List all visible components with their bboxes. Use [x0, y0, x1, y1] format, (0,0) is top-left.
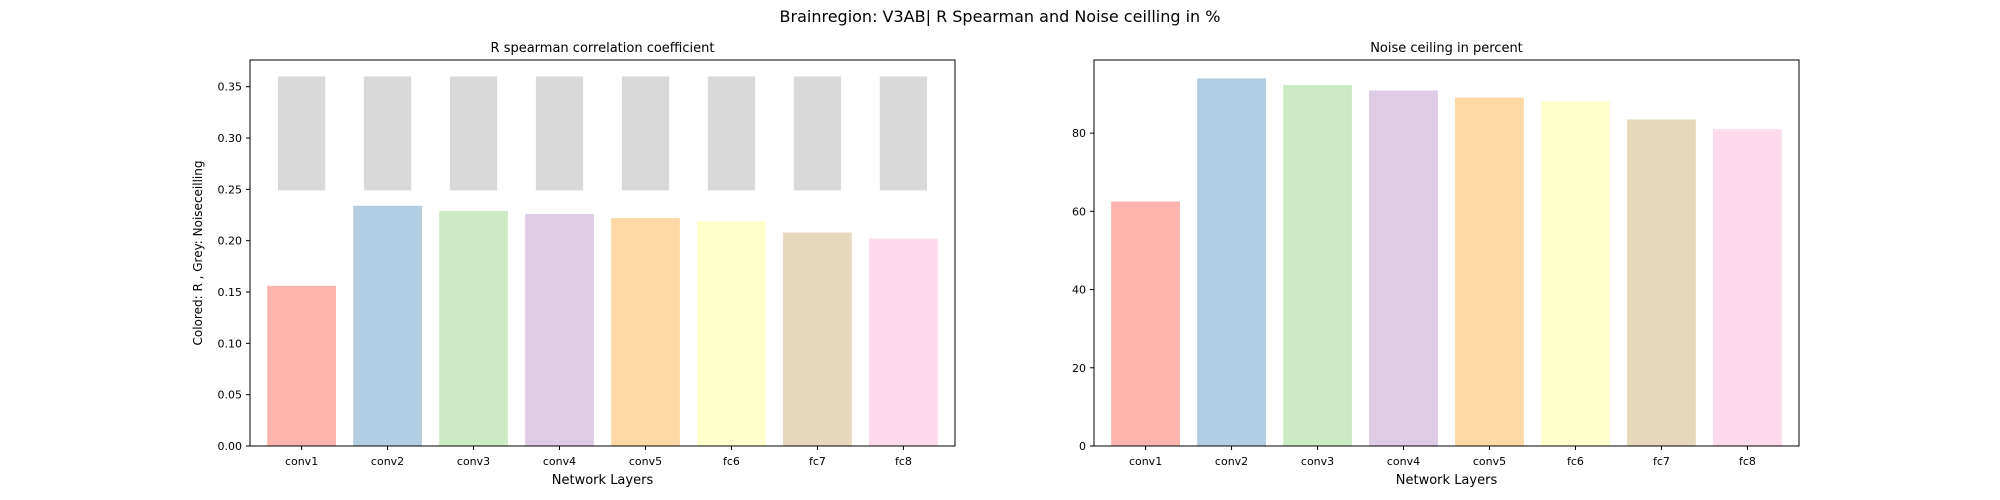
chart1-ytick-label: 0.20 — [218, 235, 243, 248]
chart2-bar-conv4 — [1369, 90, 1438, 446]
chart2-bar-conv1 — [1111, 201, 1180, 446]
chart2-bar-fc7 — [1627, 119, 1696, 447]
chart2-xlabel: Network Layers — [1396, 473, 1498, 488]
chart1-xtick-label: fc7 — [809, 455, 826, 468]
chart2-title: Noise ceiling in percent — [1370, 41, 1523, 56]
chart1-ytick-label: 0.15 — [218, 286, 243, 299]
chart2-bar-conv3 — [1283, 85, 1352, 446]
chart2-ytick-label: 60 — [1072, 205, 1086, 218]
chart1-bar-fc7 — [783, 232, 852, 446]
figure-title: Brainregion: V3AB| R Spearman and Noise … — [779, 7, 1221, 26]
chart1-ytick-label: 0.35 — [218, 81, 243, 94]
chart1-noise-ceiling-conv3 — [449, 76, 498, 191]
chart2-bar-conv5 — [1455, 97, 1524, 447]
chart1-noise-ceiling-conv5 — [621, 76, 670, 191]
chart1-ytick-label: 0.05 — [218, 389, 243, 402]
chart2-xtick-label: conv5 — [1473, 455, 1506, 468]
chart2-ytick-label: 20 — [1072, 362, 1086, 375]
chart1-bar-conv4 — [525, 213, 594, 446]
chart2-xtick-label: conv2 — [1215, 455, 1248, 468]
chart2-ytick-label: 40 — [1072, 284, 1086, 297]
chart1-noise-ceiling-fc6 — [707, 76, 756, 191]
chart2-axes-frame — [1093, 59, 1800, 447]
chart1-ytick-label: 0.30 — [218, 132, 243, 145]
chart1-xtick-label: conv4 — [543, 455, 576, 468]
chart2-xtick-label: conv3 — [1301, 455, 1334, 468]
chart1-xlabel: Network Layers — [552, 473, 654, 488]
chart1-ytick-label: 0.25 — [218, 183, 243, 196]
chart1-title: R spearman correlation coefficient — [491, 41, 715, 56]
chart1-noise-ceiling-fc7 — [793, 76, 842, 191]
chart1-noise-ceiling-fc8 — [879, 76, 928, 191]
chart1-bar-conv3 — [439, 210, 508, 446]
chart2-ytick-label: 0 — [1079, 440, 1086, 453]
chart2-ytick-label: 80 — [1072, 127, 1086, 140]
chart1-bar-conv2 — [353, 205, 422, 446]
chart2-xtick-label: fc6 — [1567, 455, 1584, 468]
chart1-noise-ceiling-conv4 — [535, 76, 584, 191]
chart1-ytick-label: 0.00 — [218, 440, 243, 453]
chart1-xtick-label: fc8 — [895, 455, 912, 468]
chart1-noise-ceiling-conv2 — [363, 76, 412, 191]
chart1-bar-fc6 — [697, 221, 766, 446]
chart1-noise-ceiling-conv1 — [277, 76, 326, 191]
chart1-xtick-label: conv2 — [371, 455, 404, 468]
chart2-bar-fc6 — [1541, 101, 1610, 446]
chart2-xtick-label: fc8 — [1739, 455, 1756, 468]
chart1-xtick-label: conv5 — [629, 455, 662, 468]
chart2-xtick-label: conv4 — [1387, 455, 1420, 468]
chart1-bar-conv5 — [611, 218, 680, 446]
chart1-xtick-label: conv1 — [285, 455, 318, 468]
chart2-xtick-label: conv1 — [1129, 455, 1162, 468]
chart2-bar-conv2 — [1197, 78, 1266, 446]
chart1-xtick-label: conv3 — [457, 455, 490, 468]
chart1-bar-fc8 — [869, 238, 938, 446]
chart1-ylabel: Colored: R , Grey: Noiseceilling — [191, 161, 205, 346]
chart2-bar-fc8 — [1713, 129, 1782, 447]
chart1-ytick-label: 0.10 — [218, 337, 243, 350]
chart1-axes-frame — [249, 59, 956, 447]
chart2-xtick-label: fc7 — [1653, 455, 1670, 468]
chart1-xtick-label: fc6 — [723, 455, 740, 468]
chart1-bar-conv1 — [267, 285, 336, 446]
